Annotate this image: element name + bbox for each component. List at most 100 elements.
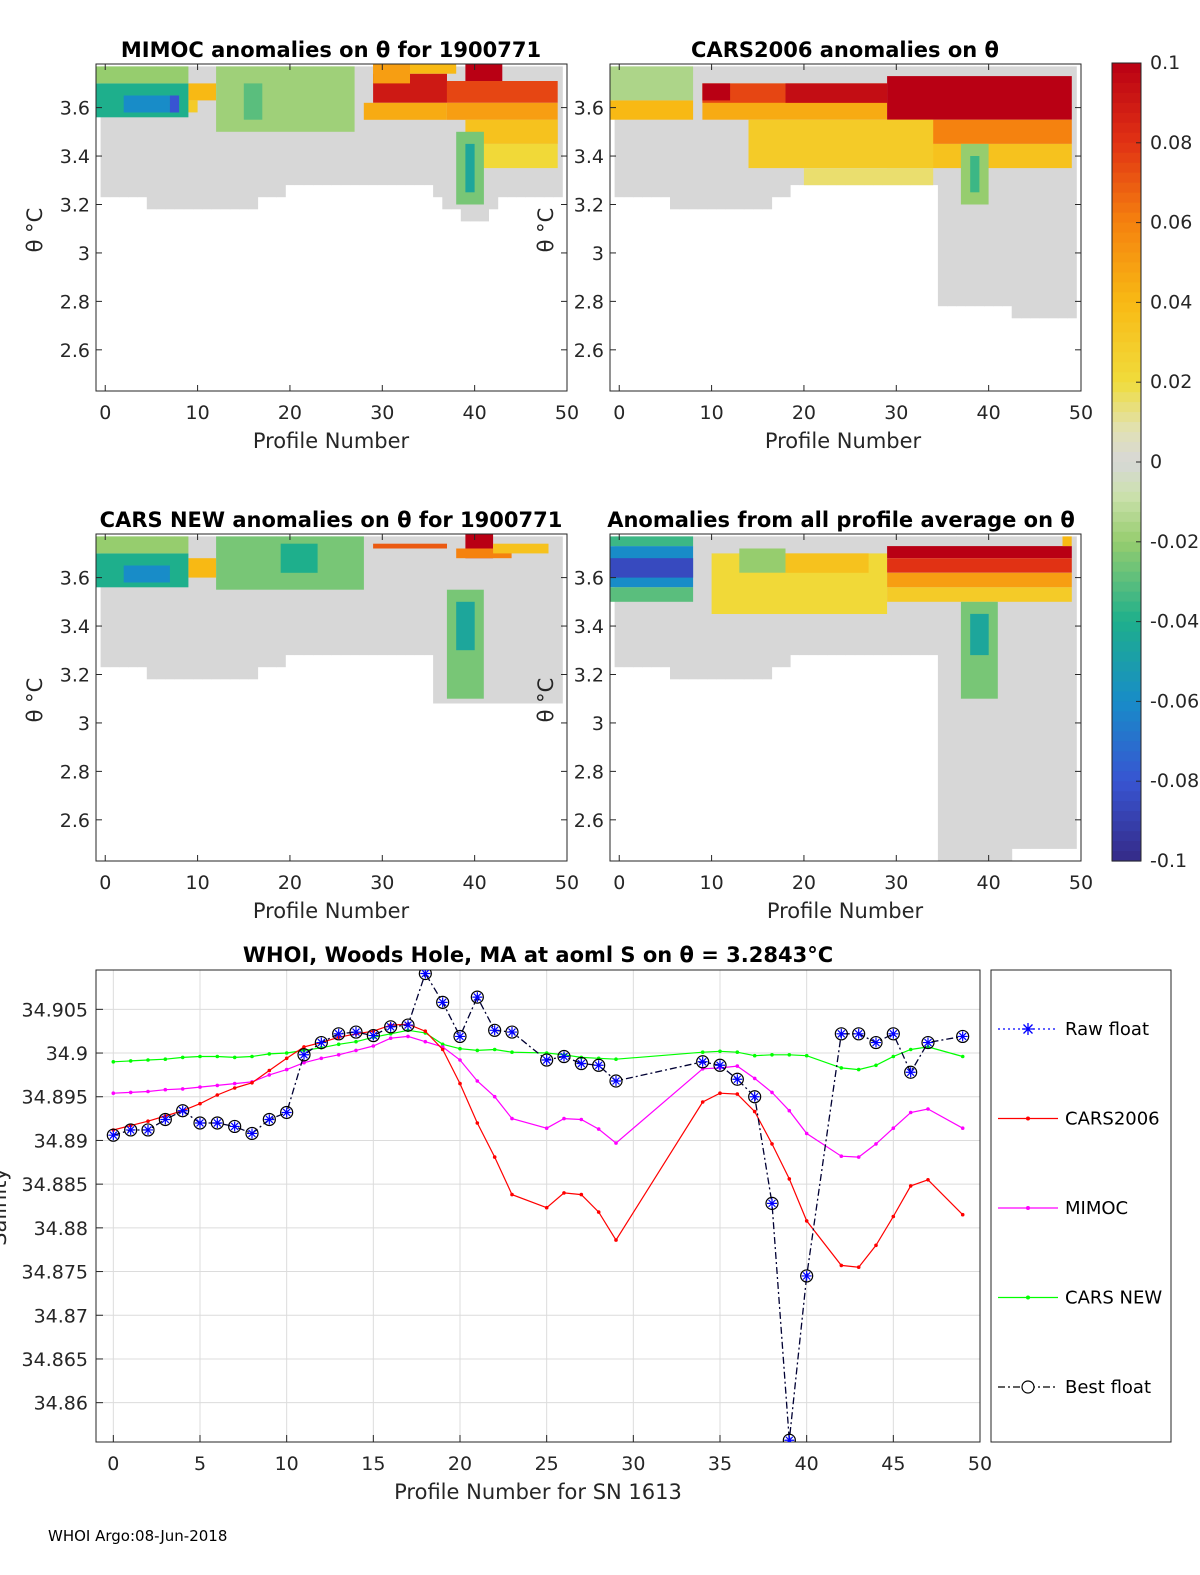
mimoc-point — [752, 1076, 757, 1081]
data-column — [368, 536, 379, 656]
best-float-line — [113, 971, 963, 1441]
anomaly-cell — [702, 83, 731, 101]
y-axis-label: Salinity — [0, 1168, 11, 1246]
data-column — [1002, 66, 1013, 307]
legend-entry: MIMOC — [998, 1198, 1128, 1219]
carsnew-point — [215, 1054, 220, 1059]
x-tick-label: 10 — [699, 872, 723, 894]
best-float-point — [401, 1018, 415, 1032]
colorbar-swatch — [1112, 292, 1141, 303]
mimoc-point — [388, 1036, 393, 1040]
colorbar-swatch — [1112, 641, 1141, 653]
y-tick-label: 34.875 — [22, 1262, 88, 1284]
carsnew-point — [180, 1055, 185, 1060]
colorbar-swatch — [1112, 671, 1141, 683]
heatmap-cells — [610, 66, 1077, 319]
data-column — [303, 536, 314, 656]
data-column — [697, 536, 708, 680]
data-column — [414, 66, 425, 186]
anomaly-cell — [123, 95, 170, 113]
cars2006-point — [770, 1142, 774, 1146]
data-column — [947, 536, 957, 861]
legend-box — [990, 969, 1172, 1443]
legend-entry: CARS2006 — [998, 1109, 1160, 1130]
data-column — [433, 66, 443, 198]
carsnew-point — [908, 1047, 913, 1052]
cars2006-point — [839, 1263, 844, 1268]
mimoc-point — [284, 1067, 289, 1072]
data-column — [688, 536, 699, 680]
colorbar-swatch — [1112, 402, 1141, 413]
cars2006-line — [113, 1023, 964, 1268]
x-tick-label: 15 — [361, 1453, 385, 1475]
anomaly-cell — [887, 587, 1072, 602]
carsnew-point — [718, 1049, 722, 1054]
y-tick-label: 3.2 — [574, 664, 604, 686]
carsnew-point — [354, 1039, 358, 1044]
colorbar-ticks: 0.1 0.08 0.06 0.04 0.02 0 -0.02 -0.04 -0.06 -0.08… — [1136, 52, 1199, 872]
cars2006-point — [423, 1029, 428, 1033]
y-tick-label: 3.4 — [60, 616, 90, 638]
series-cars2006 — [111, 1022, 965, 1269]
colorbar-swatch — [1112, 611, 1141, 623]
data-column — [220, 66, 231, 210]
legend-entry: CARS NEW — [998, 1288, 1162, 1309]
data-column — [553, 536, 563, 704]
colorbar-swatch — [1112, 312, 1141, 323]
colorbar-swatch — [1112, 511, 1141, 523]
plot-frame — [95, 533, 568, 862]
axis-ticks: 0 10 20 30 40 50 2.6 2.8 3 3.2 3.4 3.6 — [574, 534, 1093, 894]
anomaly-cell — [373, 64, 457, 74]
colorbar-swatch — [1112, 412, 1141, 423]
best-float-point — [245, 1126, 259, 1141]
y-tick-label: 3.2 — [574, 194, 604, 216]
cars2006-point — [440, 1047, 445, 1052]
best-float-point — [314, 1035, 328, 1050]
footer-stamp: WHOI Argo:08-Jun-2018 — [48, 1527, 227, 1545]
data-column — [340, 536, 351, 656]
data-column — [414, 536, 425, 656]
colorbar-swatch — [1112, 601, 1141, 613]
colorbar-swatch — [1112, 501, 1141, 513]
carsnew-point — [787, 1053, 792, 1057]
colorbar-swatch — [1112, 691, 1141, 702]
data-column — [266, 66, 277, 198]
colorbar-swatch — [1112, 561, 1141, 573]
anomaly-cell — [96, 66, 189, 84]
colorbar-tick-label: 0.02 — [1150, 371, 1192, 393]
cars2006-point — [544, 1205, 549, 1210]
cars2006-point — [232, 1086, 237, 1090]
data-column — [725, 66, 736, 210]
y-tick-label: 3 — [78, 713, 90, 735]
mimoc-point — [336, 1053, 341, 1057]
colorbar-tick-label: -0.04 — [1150, 611, 1199, 633]
y-tick-label: 3.6 — [60, 98, 90, 120]
mimoc-point — [423, 1039, 428, 1044]
data-column — [651, 66, 662, 198]
data-column — [359, 66, 369, 186]
carsnew-point — [284, 1051, 289, 1055]
colorbar-swatch — [1112, 132, 1141, 144]
colorbar-swatch — [1112, 821, 1141, 832]
carsnew-point — [111, 1060, 116, 1064]
legend-entry: Best float — [998, 1377, 1151, 1398]
y-tick-label: 2.8 — [60, 761, 90, 783]
data-column — [642, 536, 652, 668]
colorbar-swatch — [1112, 751, 1141, 762]
colorbar-tick-label: 0 — [1150, 451, 1162, 473]
colorbar-swatch — [1112, 801, 1141, 812]
anomaly-cell — [887, 546, 1072, 559]
colorbar-swatch — [1112, 711, 1141, 722]
y-tick-label: 34.895 — [22, 1087, 88, 1109]
anomaly-cell — [96, 536, 189, 554]
y-tick-label: 3.4 — [574, 616, 604, 638]
x-axis-label: Profile Number — [765, 429, 922, 453]
carsnew-point — [856, 1067, 861, 1072]
data-column — [377, 66, 388, 186]
cars2006-point — [891, 1214, 896, 1219]
colorbar-swatch — [1112, 621, 1141, 633]
data-column — [350, 66, 360, 186]
carsnew-point — [336, 1042, 341, 1047]
mimoc-point — [960, 1126, 965, 1130]
cars2006-point — [302, 1045, 306, 1049]
